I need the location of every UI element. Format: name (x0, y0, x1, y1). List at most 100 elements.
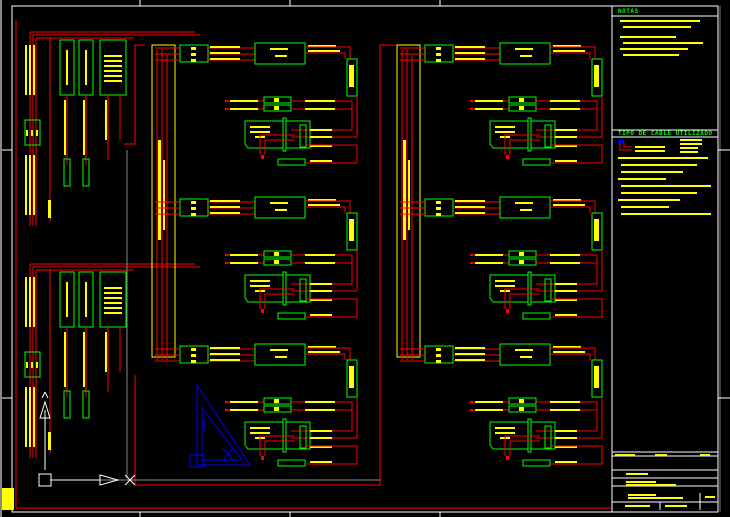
revision-stamp (2, 488, 14, 510)
wire (509, 293, 540, 309)
note-text (621, 213, 711, 215)
cable-label (64, 332, 66, 387)
ucs-y-arrow-icon (39, 400, 51, 419)
label-text-mark (520, 356, 532, 358)
label-text-mark (628, 497, 683, 499)
sensor-terminal (522, 312, 551, 320)
terminal (191, 348, 196, 351)
label-text-mark (230, 108, 258, 110)
actuator-terminal (299, 124, 307, 148)
label-text-mark (455, 206, 485, 208)
label-text-mark (210, 359, 240, 361)
terminal (436, 201, 441, 204)
wire-end (225, 409, 228, 411)
label-text-mark (626, 473, 648, 475)
wire (259, 288, 295, 309)
label-text-mark (550, 409, 580, 411)
label-text-mark (495, 131, 515, 133)
label-text-mark (310, 136, 332, 138)
note-text (621, 164, 697, 166)
label-text-mark (305, 409, 335, 411)
psu-label (104, 292, 122, 294)
terminal (191, 360, 196, 363)
junction-label (594, 65, 599, 87)
label-text-mark (555, 136, 577, 138)
label-text-mark (305, 254, 335, 256)
psu-label (104, 70, 122, 72)
junction-label (349, 366, 354, 388)
sensor-terminal (508, 250, 537, 258)
terminal (519, 252, 524, 256)
sensor-terminal (508, 397, 537, 405)
psu-label (104, 287, 122, 289)
wire (509, 139, 540, 155)
sensor-terminal (508, 104, 537, 112)
actuator-terminal (544, 278, 552, 302)
cable-trunk (151, 44, 176, 358)
label-text-mark (455, 359, 485, 361)
circuit-breaker (24, 351, 41, 378)
label-text-mark (555, 299, 577, 301)
label-text-mark (520, 55, 532, 57)
sensor-terminal (522, 158, 551, 166)
cable-legend-swatch (618, 140, 624, 143)
label-text-mark (635, 150, 665, 152)
label-text-mark (553, 351, 585, 353)
terminal (274, 98, 279, 102)
terminal (436, 59, 441, 62)
label-text-mark (250, 280, 270, 282)
cable-label (29, 155, 31, 215)
wire (305, 52, 346, 59)
sensor-terminal (508, 96, 537, 104)
note-text (621, 192, 697, 194)
label-text-mark (230, 254, 258, 256)
breaker-pole (26, 362, 28, 368)
sensor-terminal (508, 258, 537, 266)
cable-label (64, 100, 66, 155)
wire-end (506, 309, 509, 313)
wire-end (470, 409, 473, 411)
label-text-mark (555, 314, 577, 316)
label-text-mark (555, 160, 577, 162)
label-text-mark (310, 299, 332, 301)
label-text-mark (475, 254, 503, 256)
label-text-mark (515, 48, 533, 50)
wire-end (470, 262, 473, 264)
wire (222, 447, 234, 461)
label-text-mark (455, 212, 485, 214)
wire (124, 44, 145, 145)
label-text-mark (553, 45, 581, 47)
terminal (274, 252, 279, 256)
terminal (191, 213, 196, 216)
label-text-mark (310, 129, 332, 131)
label-text-mark (210, 58, 240, 60)
junction-terminal (346, 359, 358, 398)
label-text-mark (455, 347, 485, 349)
wire (504, 134, 540, 155)
label-text-mark (310, 145, 332, 147)
terminal (191, 354, 196, 357)
junction-terminal (346, 212, 358, 251)
trunk-label (408, 160, 410, 230)
note-text (621, 206, 669, 208)
label-text-mark (495, 126, 515, 128)
cable-label (105, 332, 107, 372)
wire (259, 134, 295, 155)
label-text-mark (555, 446, 577, 448)
label-text-mark (305, 100, 335, 102)
cable-label (48, 432, 51, 450)
terminal (436, 47, 441, 50)
terminal (436, 53, 441, 56)
controller-box (254, 196, 306, 219)
terminal (191, 201, 196, 204)
terminal (274, 260, 279, 264)
ucs-y-label (44, 391, 49, 399)
label-text-mark (495, 427, 515, 429)
note-text (620, 36, 676, 38)
wire (551, 445, 603, 465)
label-text-mark (615, 454, 635, 456)
label-text-mark (275, 356, 287, 358)
label-text-mark (495, 432, 515, 434)
label-text-mark (475, 262, 503, 264)
